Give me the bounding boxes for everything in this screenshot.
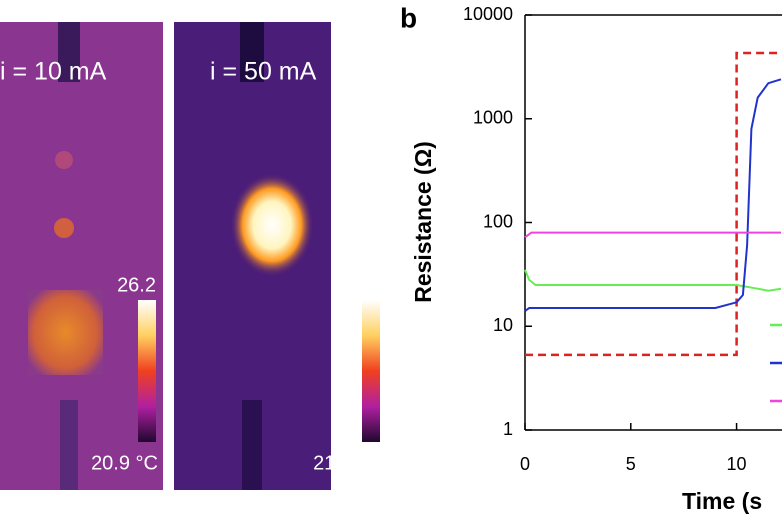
panel-label: i = 10 mA [0, 58, 107, 86]
y-axis-label: Resistance (Ω) [410, 141, 436, 303]
colorbar-max: 86.9 [341, 274, 380, 296]
x-tick-label: 0 [520, 454, 530, 474]
series-line [524, 231, 781, 239]
y-tick-label: 10 [493, 315, 513, 335]
y-tick-label: 10000 [463, 4, 513, 24]
y-tick-label: 1000 [473, 108, 513, 128]
series-line [524, 269, 782, 292]
panel-label: i = 50 mA [210, 58, 317, 86]
x-tick-label: 10 [727, 454, 747, 474]
y-tick-label: 100 [483, 211, 513, 231]
thermal-image-1: i = 10 mA 26.2 20.9 °C [0, 22, 163, 490]
thermal-image-2: i = 50 mA 86.9 21.0 °C [174, 22, 380, 490]
panel-letter: b [400, 2, 417, 33]
chart: b Resistance (Ω) Time (s 110100100010000… [400, 2, 782, 514]
x-axis-label: Time (s [682, 488, 762, 514]
colorbar-max: 26.2 [117, 274, 156, 296]
series-line [524, 78, 782, 312]
colorbar-min: 21.0 °C [313, 452, 380, 474]
y-tick-label: 1 [503, 419, 513, 439]
x-tick-label: 5 [626, 454, 636, 474]
series-line [525, 51, 781, 357]
colorbar-min: 20.9 °C [91, 452, 158, 474]
